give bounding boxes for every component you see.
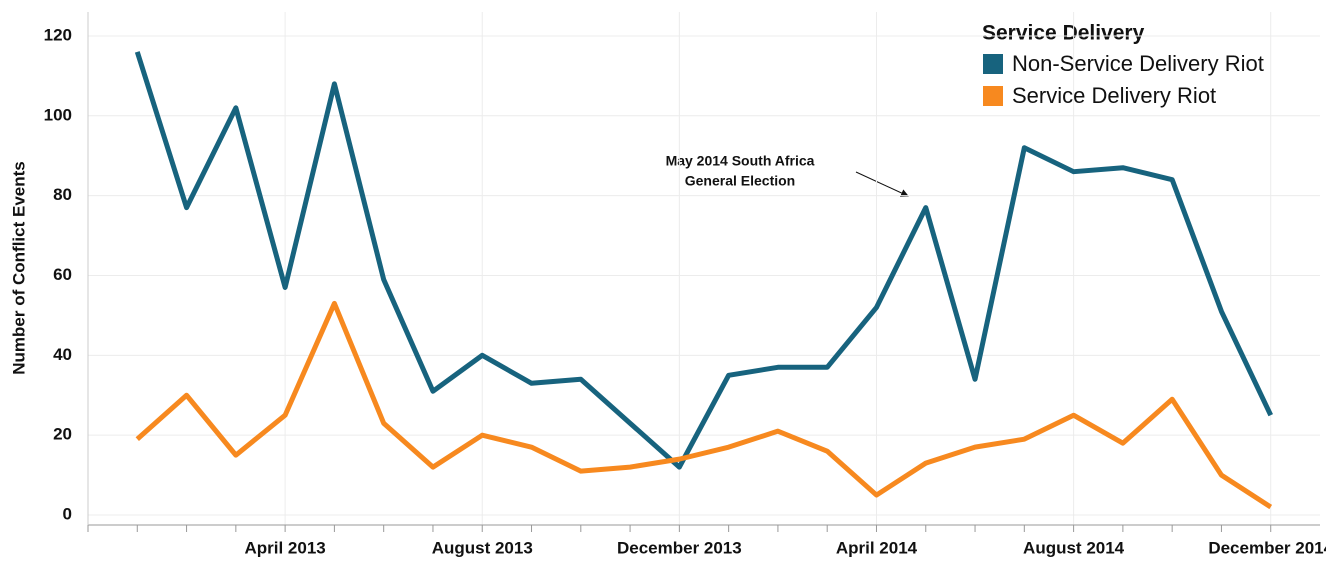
y-tick-label: 40 bbox=[53, 345, 72, 364]
axes: 0 20 40 60 80 100 120 April 2013 August 2013 Dece… bbox=[44, 12, 1326, 557]
y-tick-label: 20 bbox=[53, 425, 72, 444]
legend-label: Service Delivery Riot bbox=[1012, 83, 1216, 108]
legend-title: Service Delivery bbox=[982, 22, 1145, 45]
legend-label: Non-Service Delivery Riot bbox=[1012, 51, 1264, 76]
lines bbox=[134, 51, 1273, 510]
y-axis-label: Number of Conflict Events bbox=[9, 161, 28, 374]
y-tick-label: 60 bbox=[53, 265, 72, 284]
legend: Non-Service Delivery Riot Service Deliver… bbox=[983, 51, 1264, 108]
x-tick-label: December 2013 bbox=[617, 538, 742, 557]
legend-swatch bbox=[983, 86, 1003, 106]
x-tick-label: December 2014 bbox=[1208, 538, 1326, 557]
annotation: General Election bbox=[685, 173, 795, 189]
annotation: May 2014 South Africa bbox=[666, 153, 815, 169]
line-series bbox=[134, 51, 1273, 470]
annotation-arrow bbox=[855, 171, 909, 197]
y-tick-label: 0 bbox=[63, 505, 72, 524]
y-tick-label: 80 bbox=[53, 185, 72, 204]
grid bbox=[88, 12, 1320, 525]
x-tick-label: April 2013 bbox=[244, 538, 325, 557]
line-series bbox=[135, 300, 1273, 510]
y-tick-label: 120 bbox=[44, 25, 72, 44]
x-tick-label: April 2014 bbox=[836, 538, 918, 557]
y-tick-label: 100 bbox=[44, 105, 72, 124]
x-tick-label: August 2014 bbox=[1023, 538, 1125, 557]
x-tick-label: August 2013 bbox=[432, 538, 533, 557]
legend-swatch bbox=[983, 54, 1003, 74]
